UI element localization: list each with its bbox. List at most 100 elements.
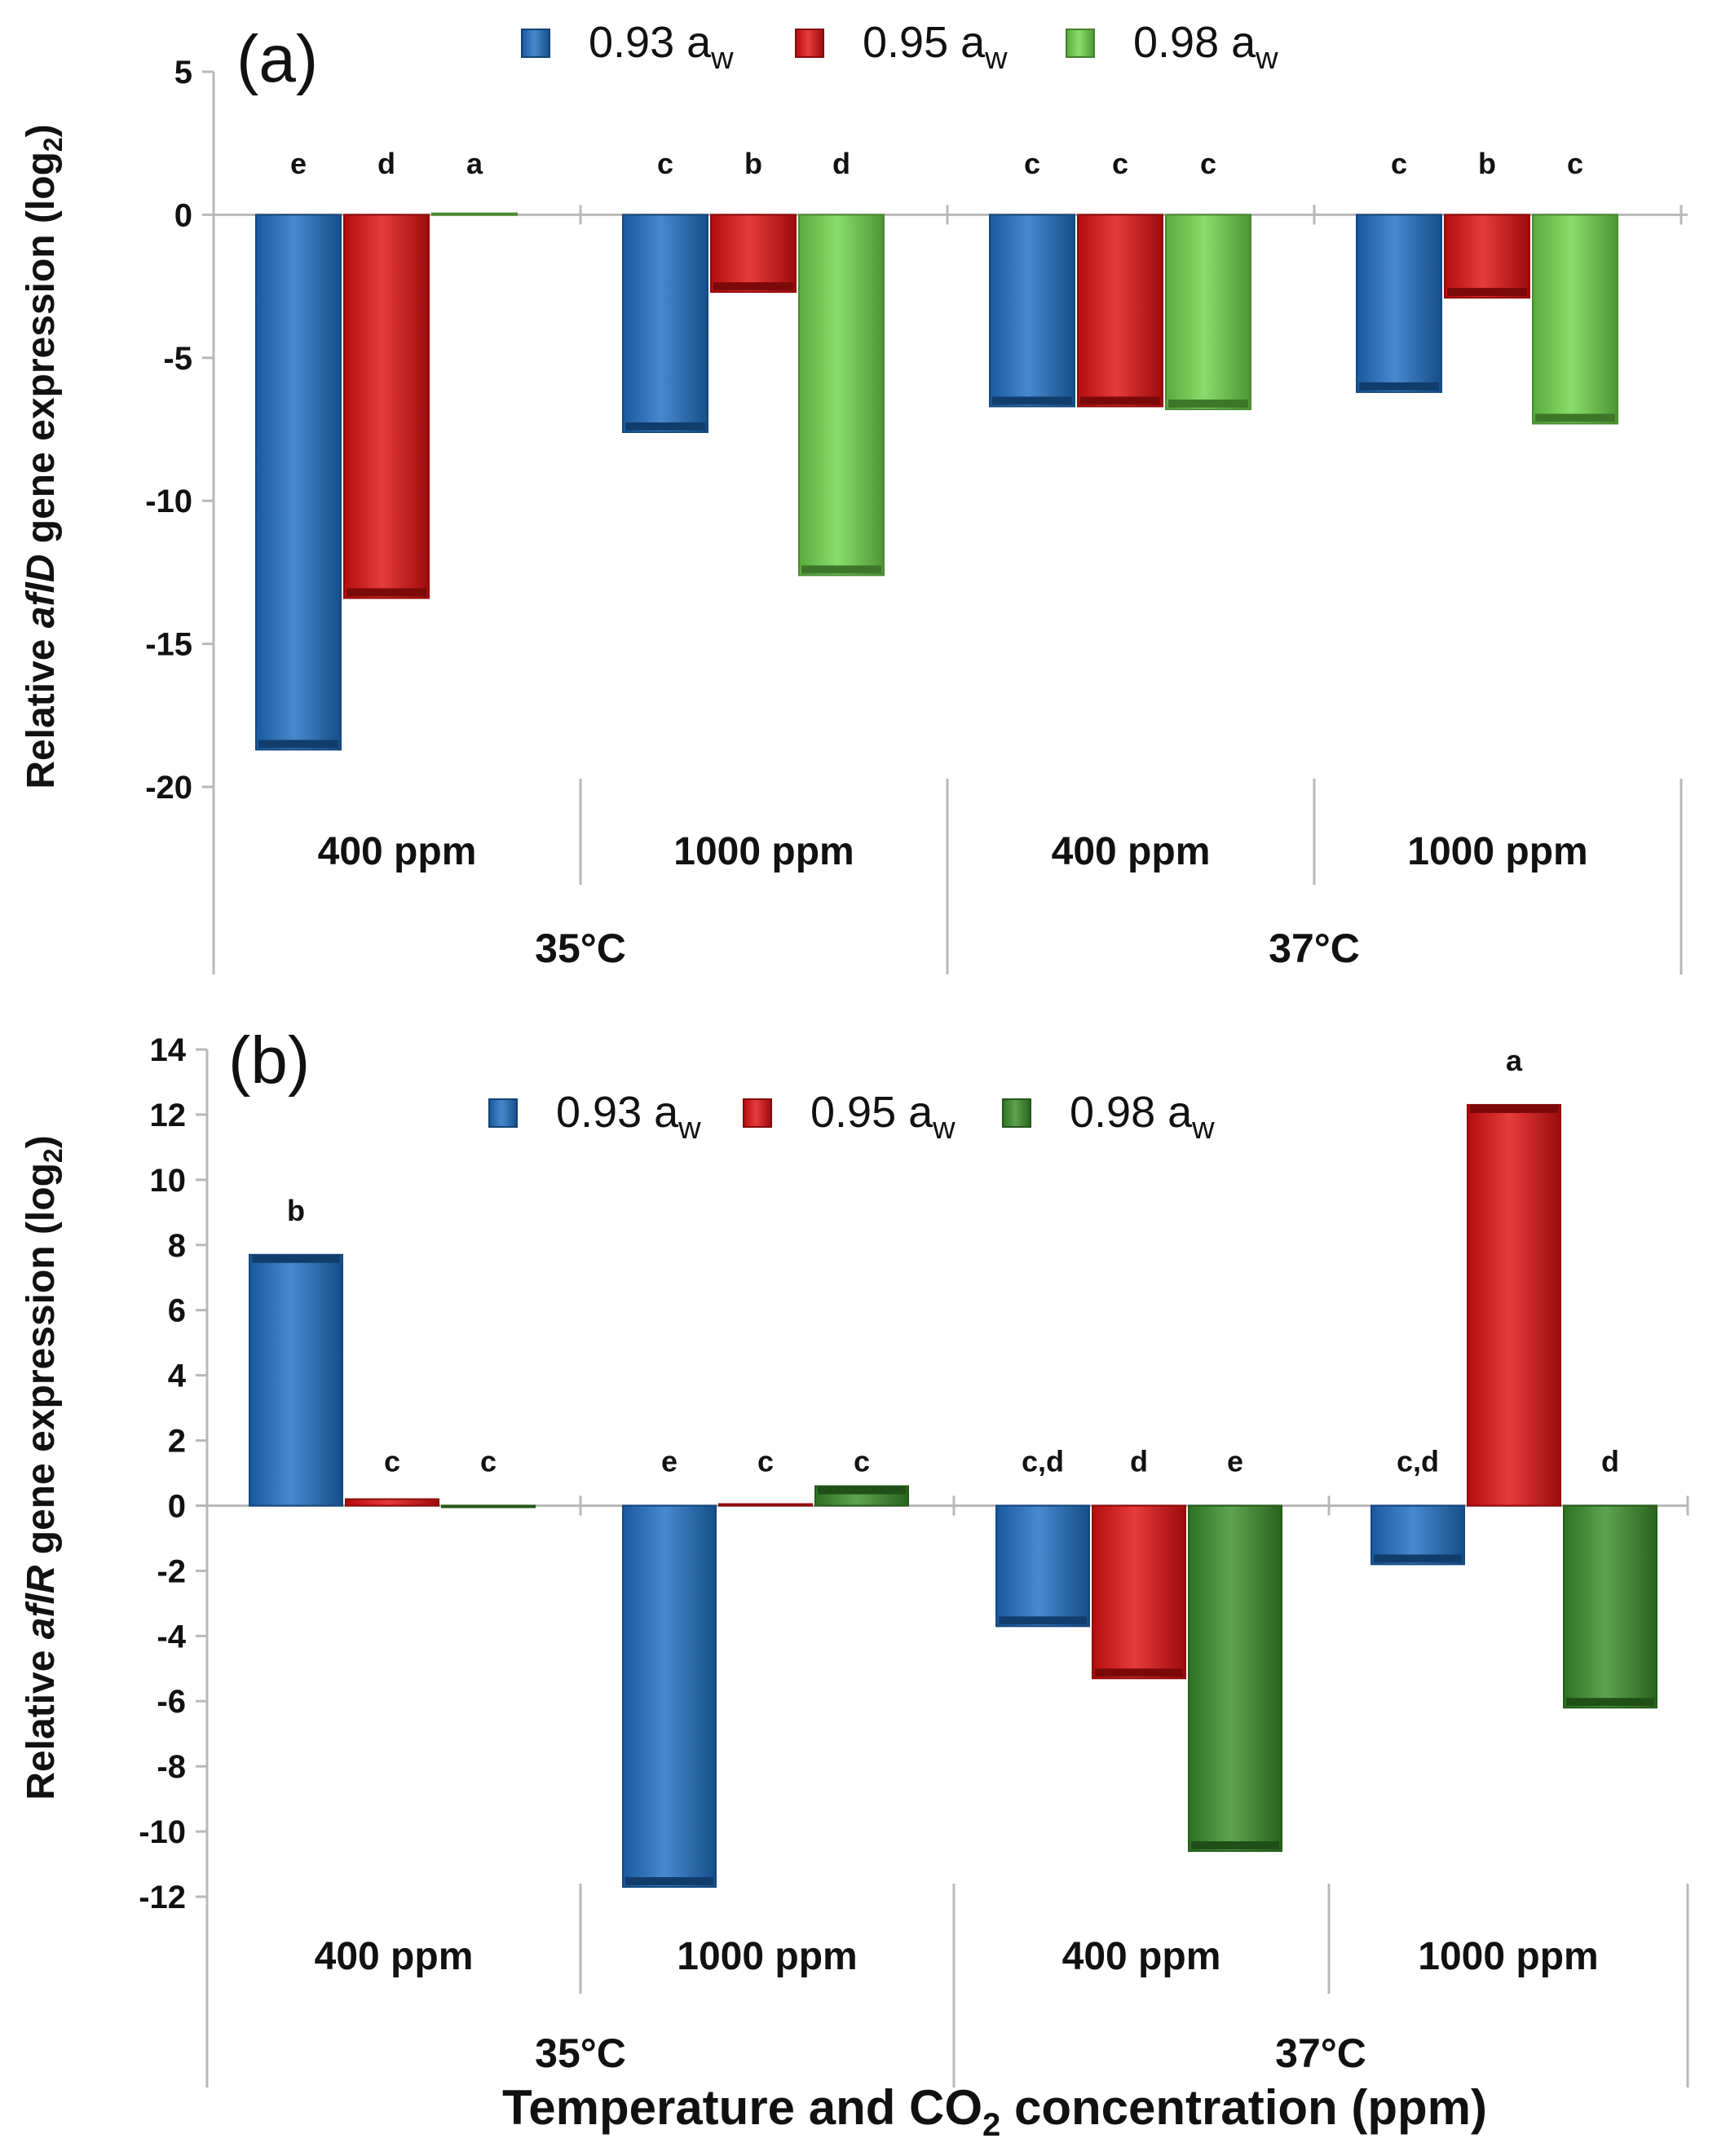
significance-label: c	[1391, 147, 1407, 180]
legend-entry: 0.93 aw	[488, 1088, 701, 1146]
significance-label: a	[466, 147, 483, 180]
bar-body	[1165, 214, 1251, 410]
bar-bevel	[1535, 413, 1615, 422]
bar-body	[1532, 214, 1618, 425]
significance-label: c	[384, 1444, 400, 1478]
bar-body	[718, 1503, 813, 1507]
y-tick-label: -10	[139, 1814, 186, 1850]
bar-body	[1467, 1103, 1561, 1507]
bar-bevel	[1095, 1668, 1183, 1677]
bar	[1371, 1504, 1465, 1566]
bar	[622, 1504, 717, 1889]
bar	[718, 1503, 813, 1507]
y-tick-label: -4	[157, 1619, 186, 1655]
bar	[995, 1504, 1090, 1628]
bar-bevel	[1080, 396, 1160, 405]
group-label: 35°C	[535, 926, 626, 971]
bar-bevel	[1359, 382, 1439, 391]
bar	[441, 1504, 536, 1509]
bar-bevel	[1168, 399, 1248, 408]
category-label: 1000 ppm	[673, 830, 854, 873]
bar	[1077, 214, 1163, 408]
bar-body	[441, 1504, 536, 1509]
bar-bevel	[818, 1486, 906, 1495]
legend-label: 0.98 aw	[1070, 1088, 1215, 1146]
legend-entry: 0.98 aw	[1002, 1088, 1215, 1146]
bar-bevel	[801, 565, 881, 574]
y-tick-label: 10	[150, 1163, 187, 1199]
bar-body	[989, 214, 1075, 408]
bar-body	[622, 214, 708, 434]
chart-a-legend: 0.93 aw 0.95 aw 0.98 aw	[521, 18, 1278, 76]
chart-a-labels: e c c c d b c b a d c c 400 ppm 1000 ppm 400 ppm 1000 p…	[290, 147, 1588, 971]
legend-swatch	[1066, 29, 1095, 58]
bar-body	[249, 1253, 343, 1507]
significance-label: d	[1130, 1444, 1148, 1478]
significance-label: c	[1024, 147, 1040, 180]
y-tick-label: -12	[139, 1880, 186, 1915]
y-tick-label: 12	[150, 1098, 187, 1133]
bar-body	[255, 214, 342, 751]
bar	[343, 214, 430, 599]
category-label: 1000 ppm	[1418, 1935, 1598, 1978]
bar	[345, 1498, 439, 1507]
bar-bevel	[713, 282, 793, 291]
category-label: 400 ppm	[315, 1935, 474, 1978]
y-tick-label: 0	[174, 197, 192, 233]
y-tick-label: 8	[168, 1228, 186, 1264]
legend-label: 0.98 aw	[1133, 18, 1278, 76]
y-tick-label: -2	[157, 1553, 186, 1589]
category-label: 400 ppm	[1062, 1935, 1221, 1978]
significance-label: b	[1478, 147, 1496, 180]
significance-label: a	[1506, 1044, 1523, 1077]
significance-label: c,d	[1397, 1444, 1439, 1478]
significance-label: e	[661, 1444, 678, 1478]
significance-label: d	[1601, 1444, 1619, 1478]
category-label: 400 ppm	[1052, 830, 1211, 873]
chart-a-ylabel: Relative aflD gene expression (log2)	[20, 124, 68, 789]
legend-swatch	[743, 1098, 772, 1128]
bar-body	[1188, 1504, 1282, 1853]
legend-entry: 0.95 aw	[795, 18, 1008, 76]
group-label: 35°C	[535, 2030, 626, 2076]
bar-bevel	[992, 396, 1072, 405]
significance-label: c,d	[1022, 1444, 1064, 1478]
chart-a-panel-label: (a)	[236, 22, 318, 96]
chart-b-bars	[249, 1103, 1657, 1889]
significance-label: c	[657, 147, 673, 180]
bar-body	[1092, 1504, 1186, 1680]
category-label: 1000 ppm	[677, 1935, 857, 1978]
y-tick-label: 2	[168, 1424, 186, 1460]
legend-entry: 0.93 aw	[521, 18, 734, 76]
bar-body	[710, 214, 797, 294]
bar	[710, 214, 797, 294]
legend-entry: 0.98 aw	[1066, 18, 1278, 76]
bar-bevel	[1470, 1104, 1558, 1113]
bar-body	[1444, 214, 1530, 299]
bar	[989, 214, 1075, 408]
bar-bevel	[999, 1616, 1087, 1625]
significance-label: c	[1567, 147, 1583, 180]
y-tick-label: -8	[157, 1749, 186, 1785]
bar-body	[1077, 214, 1163, 408]
y-tick-label: 0	[168, 1488, 186, 1524]
chart-b-labels: b e c,d c,d c c d a c c e d 400 ppm 1000 ppm 400 ppm 10…	[287, 1044, 1619, 2076]
bar-bevel	[1191, 1841, 1279, 1850]
chart-b-legend: 0.93 aw 0.95 aw 0.98 aw	[488, 1088, 1215, 1146]
category-label: 400 ppm	[318, 830, 477, 873]
significance-label: d	[832, 147, 850, 180]
bar-bevel	[252, 1254, 340, 1263]
bar	[255, 214, 342, 751]
bar	[1563, 1504, 1657, 1709]
legend-swatch	[1002, 1098, 1031, 1128]
group-label: 37°C	[1269, 926, 1360, 971]
bar	[1444, 214, 1530, 299]
y-tick-label: -6	[157, 1684, 186, 1720]
bar-body	[431, 212, 518, 216]
legend-swatch	[795, 29, 824, 58]
chart-a-bars	[255, 212, 1618, 751]
bar	[431, 212, 518, 216]
y-tick-label: -10	[145, 484, 192, 519]
bar-body	[345, 1498, 439, 1507]
